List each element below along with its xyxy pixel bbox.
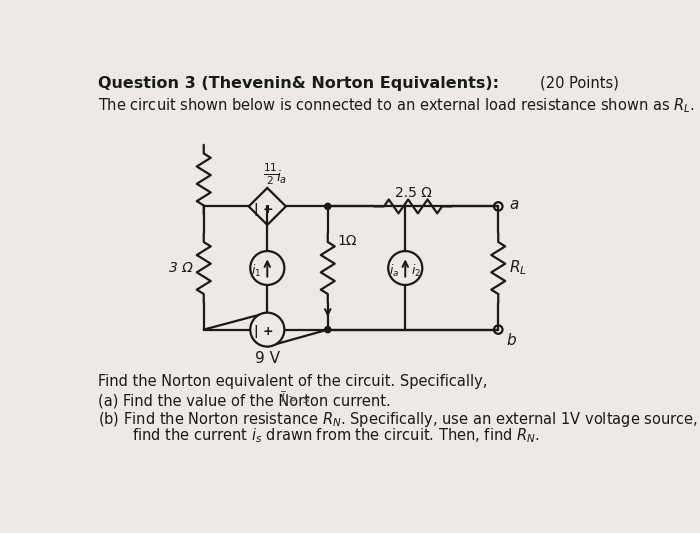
Text: b: b: [506, 333, 516, 348]
Text: | +: | +: [254, 325, 274, 337]
Text: 9 V: 9 V: [255, 351, 280, 366]
Text: $\frac{11}{2}$: $\frac{11}{2}$: [262, 161, 278, 187]
Text: (a) Find the value of the Norton current.: (a) Find the value of the Norton current…: [98, 393, 391, 408]
Circle shape: [389, 251, 422, 285]
Circle shape: [251, 251, 284, 285]
Text: 3 Ω: 3 Ω: [169, 261, 193, 275]
Text: $R_L$: $R_L$: [509, 259, 527, 277]
Text: $i_2$: $i_2$: [412, 263, 421, 279]
Text: $i_a$: $i_a$: [276, 168, 287, 186]
Text: (20 Points): (20 Points): [540, 76, 619, 91]
Circle shape: [325, 327, 331, 333]
Text: Find the Norton equivalent of the circuit. Specifically,: Find the Norton equivalent of the circui…: [98, 374, 488, 389]
Text: $\overline{I}$ > s: $\overline{I}$ > s: [280, 391, 310, 407]
Text: $i_a$: $i_a$: [389, 263, 399, 279]
Text: a: a: [509, 197, 519, 212]
Text: | +: | +: [254, 203, 274, 216]
Text: Question 3 (Thevenin& Norton Equivalents):: Question 3 (Thevenin& Norton Equivalents…: [98, 76, 499, 91]
Text: (b) Find the Norton resistance $R_N$. Specifically, use an external 1V voltage s: (b) Find the Norton resistance $R_N$. Sp…: [98, 410, 700, 429]
Circle shape: [494, 325, 503, 334]
Text: find the current $i_s$ drawn from the circuit. Then, find $R_N$.: find the current $i_s$ drawn from the ci…: [109, 426, 540, 445]
Text: The circuit shown below is connected to an external load resistance shown as $R_: The circuit shown below is connected to …: [98, 96, 695, 115]
Circle shape: [325, 203, 331, 209]
Circle shape: [494, 202, 503, 211]
Circle shape: [251, 313, 284, 346]
Text: 2.5 Ω: 2.5 Ω: [395, 187, 431, 200]
Text: 1Ω: 1Ω: [337, 234, 356, 248]
Text: $i_1$: $i_1$: [251, 263, 261, 279]
